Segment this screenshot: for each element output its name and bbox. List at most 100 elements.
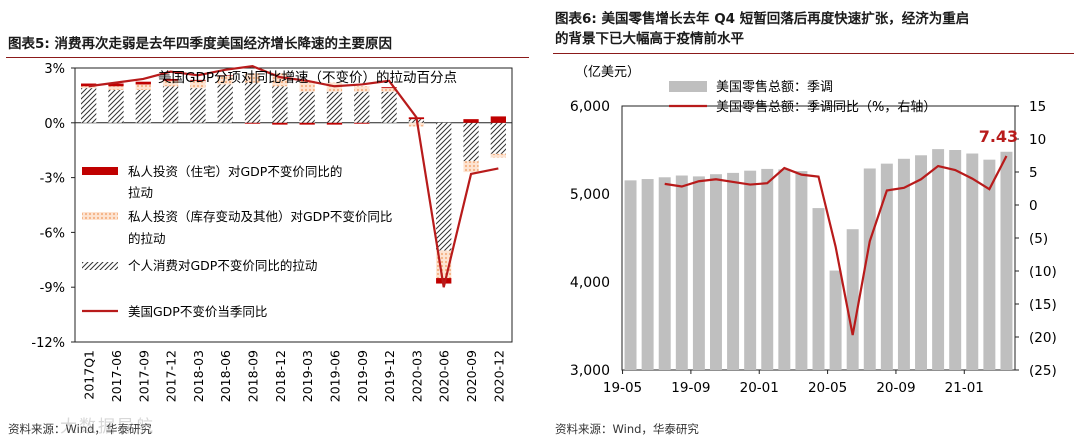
legend-label-retail-bar: 美国零售总额：季调 (716, 79, 833, 95)
left-chart-title: 美国GDP分项对同比增速（不变价）的拉动百分点 (158, 70, 457, 86)
legend-swatch-inventory (82, 212, 118, 220)
right-header-rule (553, 53, 1074, 54)
right-bar-retail (983, 159, 996, 370)
right-y-right-tick-label: (25) (1029, 363, 1057, 379)
left-y-tick-label: -6% (40, 226, 65, 241)
right-x-tick-label: 20-01 (740, 380, 779, 396)
left-x-tick-label: 2019-12 (382, 350, 397, 402)
left-bar-consumption (299, 91, 315, 123)
legend-label-inventory: 私人投资（库存变动及其他）对GDP不变价同比 (128, 209, 392, 224)
right-bar-retail (727, 172, 740, 370)
right-annotation-latest: 7.43 (979, 127, 1018, 146)
right-bar-retail (846, 229, 859, 370)
right-y-left-tick-label: 4,000 (570, 275, 610, 291)
left-x-tick-label: 2020-09 (464, 350, 479, 402)
left-bar-inventory (354, 86, 370, 92)
left-bar-residential (463, 119, 479, 123)
right-x-tick-label: 19-05 (603, 380, 642, 396)
left-bar-inventory (162, 80, 179, 87)
right-chart-header-line2: 的背景下已大幅高于疫情前水平 (555, 31, 744, 47)
right-bar-retail (675, 175, 688, 370)
left-bar-residential (217, 75, 233, 76)
left-chart-header: 图表5: 消费再次走弱是去年四季度美国经济增长降速的主要原因 (8, 36, 392, 52)
left-x-tick-label: 2019-06 (327, 350, 342, 402)
left-bar-inventory (299, 80, 315, 92)
left-bar-consumption (244, 82, 261, 123)
left-x-tick-label: 2017-09 (136, 350, 151, 402)
left-bar-residential (244, 122, 261, 124)
left-bar-consumption (162, 86, 179, 123)
left-bar-consumption (135, 89, 151, 123)
left-bar-inventory (490, 153, 506, 158)
right-bar-retail (932, 149, 945, 370)
left-chart-panel: 图表5: 消费再次走弱是去年四季度美国经济增长降速的主要原因 3% 0% -3% -6… (0, 0, 535, 443)
left-bar-consumption (217, 84, 233, 123)
left-bar-inventory (463, 161, 479, 173)
left-x-tick-label: 2020-03 (409, 350, 424, 402)
right-bar-retail (761, 168, 774, 370)
right-chart-panel: 图表6: 美国零售增长去年 Q4 短暂回落后再度快速扩张，经济为重启 的背景下已… (547, 0, 1080, 443)
left-bar-consumption (326, 91, 343, 123)
right-y-right-tick-label: 0 (1029, 198, 1038, 214)
right-unit-label: （亿美元） (575, 65, 640, 80)
left-bar-inventory (244, 73, 261, 83)
legend-label-gdp: 美国GDP不变价当季同比 (128, 304, 267, 319)
left-bar-consumption (108, 89, 124, 123)
legend-swatch-retail-bar (669, 81, 707, 92)
right-x-tick-label: 21-01 (945, 380, 984, 396)
left-x-tick-label: 2020-06 (437, 350, 452, 402)
right-bar-retail (915, 155, 928, 370)
left-bar-consumption (272, 86, 288, 123)
left-x-tick-label: 2018-03 (191, 350, 206, 402)
right-y-right-tick-label: (10) (1029, 264, 1057, 280)
left-bar-inventory (108, 86, 124, 90)
right-y-right-tick-label: (15) (1029, 297, 1057, 313)
left-bar-consumption (190, 88, 206, 123)
legend-swatch-consumption (82, 262, 118, 270)
right-bar-retail (709, 174, 722, 370)
right-y-left-tick-label: 6,000 (570, 99, 610, 115)
right-bar-retail (624, 180, 637, 370)
right-y-right-tick-label: 5 (1029, 165, 1038, 181)
left-bar-residential (108, 83, 124, 87)
right-bar-retail (949, 150, 962, 370)
right-bar-retail (658, 177, 671, 370)
left-x-tick-label: 2018-12 (273, 350, 288, 402)
left-bar-residential (326, 122, 343, 125)
right-y-left-tick-label: 5,000 (570, 187, 610, 203)
legend-label-residential-cont: 拉动 (128, 185, 153, 200)
right-bar-retail (863, 168, 876, 370)
left-bar-consumption (463, 122, 479, 162)
right-source-note: 资料来源：Wind，华泰研究 (555, 422, 699, 436)
right-bar-retail (692, 176, 705, 370)
left-y-tick-label: -12% (31, 336, 65, 351)
left-x-tick-label: 2017-06 (109, 350, 124, 402)
right-bar-retail (829, 270, 842, 370)
left-bar-inventory (81, 86, 97, 89)
left-bar-consumption (436, 122, 452, 251)
left-bar-residential (299, 122, 315, 125)
right-y-right-tick-label: (20) (1029, 330, 1057, 346)
left-y-tick-label: -3% (40, 172, 65, 187)
left-bar-consumption (490, 122, 506, 154)
right-x-tick-label: 20-05 (808, 380, 847, 396)
left-y-tick-label: 3% (44, 62, 65, 77)
left-bar-residential (81, 83, 97, 87)
left-bar-consumption (354, 91, 370, 123)
left-x-tick-label: 2017Q1 (82, 350, 97, 400)
left-x-tick-label: 2018-06 (218, 350, 233, 402)
left-bar-inventory (408, 122, 425, 127)
right-x-tick-label: 20-09 (876, 380, 915, 396)
left-bar-residential (490, 116, 506, 123)
left-x-tick-label: 2017-12 (164, 350, 179, 402)
watermark: 大数据导航 (60, 417, 155, 437)
right-bar-retail (744, 170, 757, 370)
left-bar-inventory (135, 84, 151, 90)
legend-label-retail-line: 美国零售总额：季调同比（%，右轴） (716, 99, 936, 115)
legend-label-inventory-cont: 的拉动 (128, 231, 166, 246)
right-bar-retail (795, 171, 808, 370)
left-x-tick-label: 2020-12 (491, 350, 506, 402)
left-plot-frame (74, 67, 513, 343)
left-bar-inventory (217, 75, 233, 85)
right-x-tick-label: 19-09 (671, 380, 710, 396)
